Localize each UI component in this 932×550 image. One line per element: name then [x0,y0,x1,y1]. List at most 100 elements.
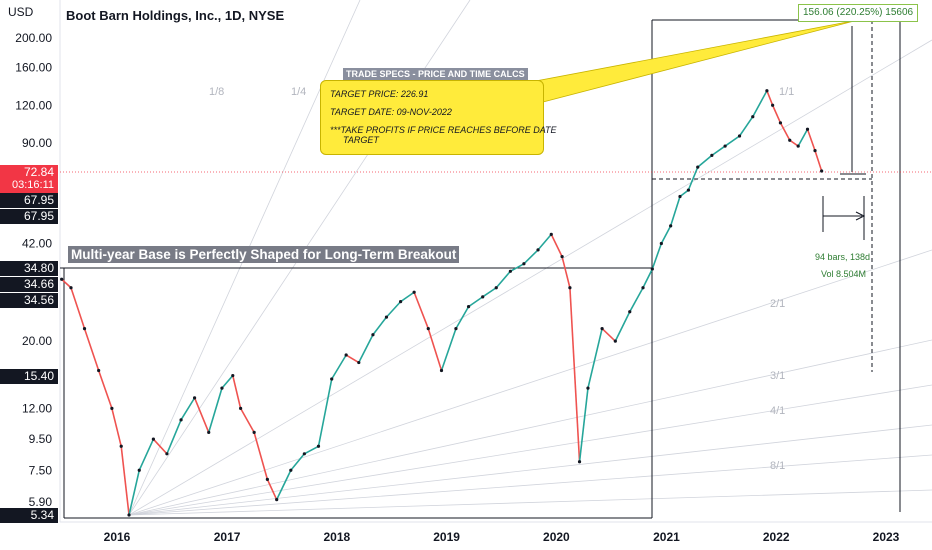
price-point [252,430,256,435]
price-segment [468,296,484,308]
countdown-label: 03:16:11 [0,178,58,193]
price-point [371,333,375,337]
price-segment [358,334,374,363]
price-point [577,460,582,464]
price-point [678,194,682,199]
price-point [600,326,604,331]
y-tick-label-5: 20.00 [22,334,52,348]
price-point [289,468,293,472]
price-point [466,305,471,309]
level-label-a2: 67.95 [0,209,58,224]
price-point [536,248,540,252]
level-label-b1: 34.80 [0,261,58,276]
price-segment [669,196,681,227]
y-tick-label-2: 120.00 [15,98,52,112]
fan-label-2-1: 2/1 [770,298,786,310]
price-point [119,444,123,448]
level-label-c: 15.40 [0,369,58,384]
price-segment [550,234,563,257]
y-tick-label-1: 160.00 [15,60,52,74]
price-point [399,300,403,304]
target-date-text: TARGET DATE: 09-NOV-2022 [330,107,452,117]
price-segment [482,287,497,298]
price-segment [569,287,581,462]
trade-specs-box[interactable]: TRADE SPECS - PRICE AND TIME CALCS TARGE… [320,68,557,155]
price-point [765,89,769,93]
price-segment [806,128,816,151]
price-segment [687,166,699,191]
y-tick-label-4: 42.00 [22,236,52,250]
y-tick-label-0: 200.00 [15,31,52,45]
price-point [613,339,617,343]
price-segment [372,316,388,336]
price-point [481,295,485,299]
price-point [82,326,87,331]
price-segment [509,263,525,272]
price-segment [629,287,644,313]
price-segment [601,328,616,342]
price-segment [455,306,470,329]
price-point [771,103,775,107]
price-segment [61,278,72,289]
fan-line-5 [128,384,932,516]
price-point [60,277,64,281]
y-tick-label-3: 90.00 [22,136,52,150]
price-point [151,437,155,441]
price-segment [797,128,809,147]
price-segment [561,256,571,288]
price-point [454,326,458,331]
y-tick-label-9: 5.90 [29,495,53,509]
price-point [805,127,810,131]
price-segment [413,291,430,329]
price-point [669,224,673,228]
take-profit-note: ***TAKE PROFITS IF PRICE REACHES BEFORE … [330,125,557,135]
price-point [231,373,235,378]
price-point [650,267,654,271]
target-price-text: TARGET PRICE: 226.91 [330,89,429,99]
price-point [265,477,269,481]
price-segment [738,116,754,137]
fan-line-2 [128,39,932,516]
price-segment [651,243,663,270]
price-point [97,368,101,373]
current-price-label: 72.84 [0,165,58,180]
x-tick-label-2020: 2020 [543,530,570,544]
price-segment [660,225,672,244]
x-tick-label-2018: 2018 [323,530,350,544]
price-point [426,326,430,331]
price-segment [152,438,168,455]
measure-top-label: 156.06 (220.25%) 15606 [798,4,919,22]
fan-label-1-4: 1/4 [291,86,307,98]
price-point [778,121,783,125]
price-segment [128,470,141,516]
price-point [494,286,498,290]
price-segment [400,291,415,303]
price-segment [385,301,402,318]
price-point [696,165,700,169]
price-segment [138,438,155,471]
price-point [439,368,444,373]
price-segment [779,122,791,141]
price-point [192,396,197,400]
price-segment [578,388,589,462]
price-point [127,513,131,517]
price-segment [111,408,122,447]
measure-bars-label: 94 bars, 138d [815,252,871,262]
level-label-b3: 34.56 [0,293,58,308]
price-point [508,269,512,273]
y-tick-label-8: 7.50 [29,463,53,477]
price-segment [83,328,100,371]
take-profit-note-2: TARGET [343,135,379,145]
price-point [69,286,73,290]
price-segment [275,469,292,501]
fan-label-1-8: 1/8 [209,86,225,98]
price-point [384,315,389,319]
x-tick-label-2023: 2023 [873,530,900,544]
currency-label: USD [8,5,34,19]
fan-label-4-1: 4/1 [770,405,786,417]
x-tick-label-2017: 2017 [214,530,241,544]
price-segment [221,375,234,389]
x-tick-label-2021: 2021 [653,530,680,544]
price-segment [427,328,443,371]
y-tick-label-6: 12.00 [22,401,52,415]
